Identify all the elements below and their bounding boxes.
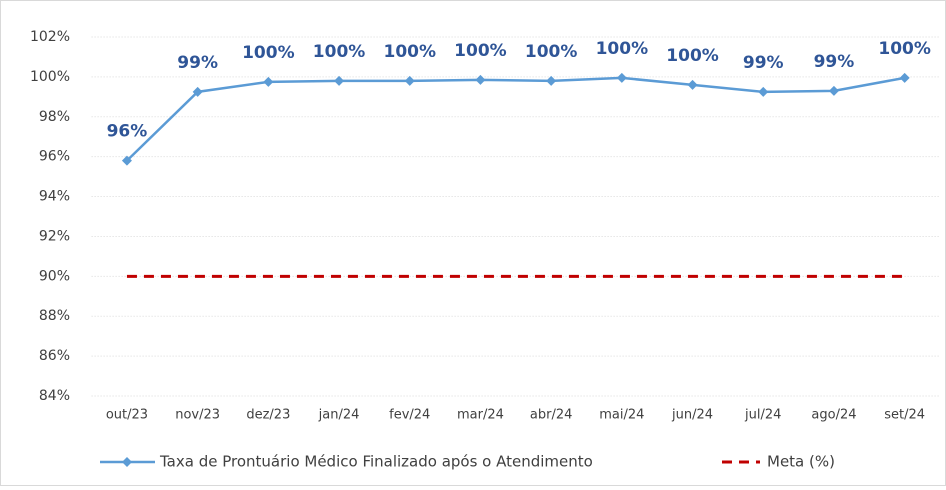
data-label: 96%	[107, 122, 148, 142]
x-tick-label: nov/23	[175, 408, 220, 423]
point-marker	[192, 86, 203, 97]
point-marker	[546, 75, 557, 86]
x-tick-label: dez/23	[246, 408, 290, 423]
y-tick-label: 100%	[30, 69, 70, 85]
point-marker	[334, 75, 345, 86]
data-label: 100%	[313, 42, 366, 62]
y-tick-label: 88%	[39, 308, 70, 324]
x-tick-label: jan/24	[318, 408, 360, 423]
data-label: 99%	[177, 53, 218, 73]
point-marker	[687, 79, 698, 90]
point-marker	[121, 155, 132, 166]
legend-label: Taxa de Prontuário Médico Finalizado apó…	[159, 453, 593, 471]
data-label: 100%	[454, 41, 507, 61]
point-marker	[263, 76, 274, 87]
y-tick-label: 102%	[30, 29, 70, 45]
data-label: 99%	[743, 53, 784, 73]
x-tick-label: jul/24	[744, 408, 781, 423]
x-tick-label: fev/24	[389, 408, 430, 423]
data-label: 99%	[814, 52, 855, 72]
data-label: 100%	[666, 46, 719, 66]
y-tick-label: 98%	[39, 109, 70, 125]
data-label: 100%	[596, 39, 649, 59]
x-tick-label: mai/24	[599, 408, 644, 423]
y-tick-label: 96%	[39, 149, 70, 165]
x-tick-label: abr/24	[530, 408, 573, 423]
x-tick-label: mar/24	[457, 408, 504, 423]
y-tick-label: 94%	[39, 189, 70, 205]
legend-label: Meta (%)	[767, 453, 835, 471]
data-label: 100%	[383, 42, 436, 62]
data-label: 100%	[525, 42, 578, 62]
y-tick-label: 84%	[39, 388, 70, 404]
data-label: 100%	[878, 39, 931, 59]
x-tick-label: out/23	[106, 408, 148, 423]
point-marker	[899, 72, 910, 83]
y-tick-label: 90%	[39, 268, 70, 284]
x-tick-label: set/24	[884, 408, 925, 423]
x-tick-label: ago/24	[811, 408, 856, 423]
point-marker	[758, 86, 769, 97]
point-marker	[404, 75, 415, 86]
data-label: 100%	[242, 43, 295, 63]
legend-marker	[122, 457, 132, 467]
point-marker	[828, 85, 839, 96]
point-marker	[616, 72, 627, 83]
x-tick-label: jun/24	[671, 408, 713, 423]
point-marker	[475, 74, 486, 85]
series-line	[126, 76, 905, 162]
y-tick-label: 92%	[39, 228, 70, 244]
y-tick-label: 86%	[39, 348, 70, 364]
